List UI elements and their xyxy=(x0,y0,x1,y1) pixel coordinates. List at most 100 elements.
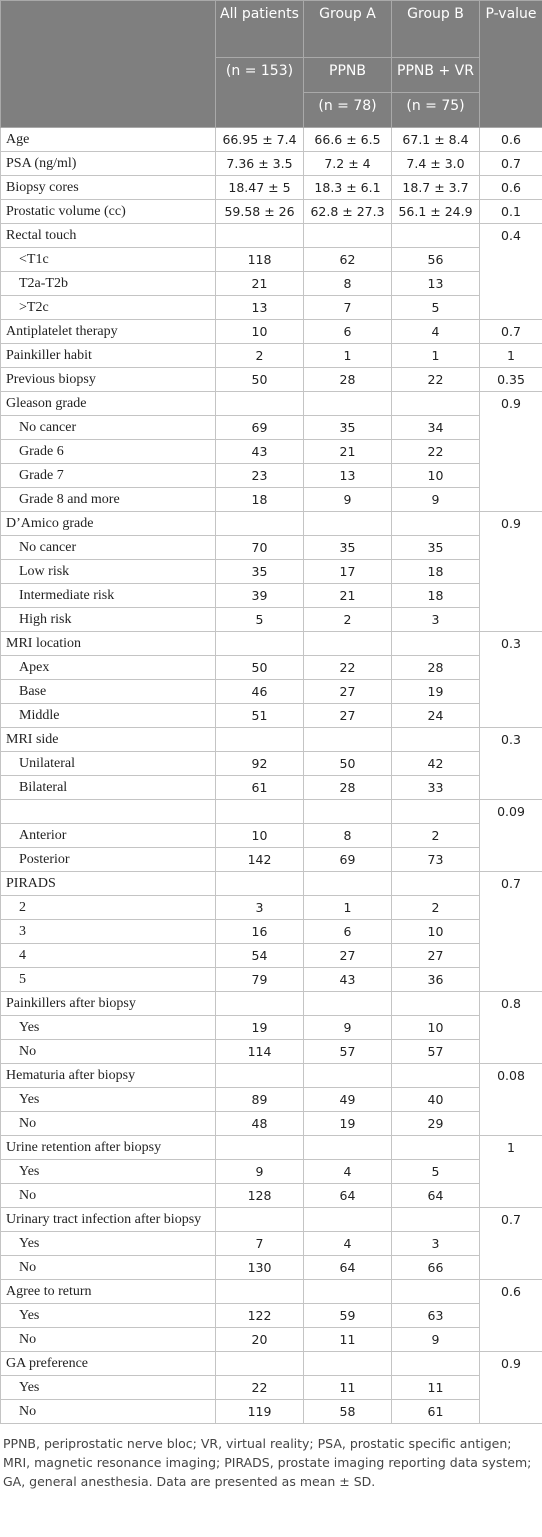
table-row: Yes 22 11 11 xyxy=(0,1375,542,1400)
header-cell: (n = 75) xyxy=(391,92,480,128)
value-cell xyxy=(215,1279,304,1304)
value-cell: 56 xyxy=(391,247,480,272)
value-cell: 2 xyxy=(391,895,480,920)
row-label: Low risk xyxy=(0,559,216,584)
value-cell xyxy=(215,511,304,536)
value-cell: 6 xyxy=(303,919,392,944)
table-row: Biopsy cores 18.47 ± 5 18.3 ± 6.1 18.7 ± 3.… xyxy=(0,175,542,200)
value-cell xyxy=(215,1351,304,1376)
row-label: Intermediate risk xyxy=(0,583,216,608)
table-row: Base 46 27 19 xyxy=(0,679,542,704)
table-row: No 130 64 66 xyxy=(0,1255,542,1280)
value-cell: 2 xyxy=(303,607,392,632)
p-value-cell: 0.9 xyxy=(479,1351,542,1424)
value-cell: 10 xyxy=(215,319,304,344)
value-cell: 10 xyxy=(391,463,480,488)
table-row: <T1c 118 62 56 xyxy=(0,247,542,272)
value-cell xyxy=(391,511,480,536)
value-cell: 11 xyxy=(391,1375,480,1400)
table-row: Yes 7 4 3 xyxy=(0,1231,542,1256)
value-cell: 7.4 ± 3.0 xyxy=(391,151,480,176)
row-label: Yes xyxy=(0,1015,216,1040)
value-cell: 2 xyxy=(391,823,480,848)
row-label: Middle xyxy=(0,703,216,728)
value-cell xyxy=(215,391,304,416)
row-label: Posterior xyxy=(0,847,216,872)
table-row: No 48 19 29 xyxy=(0,1111,542,1136)
value-cell: 13 xyxy=(391,271,480,296)
table-row: Agree to return 0.6 xyxy=(0,1279,542,1352)
value-cell: 19 xyxy=(303,1111,392,1136)
value-cell xyxy=(303,727,392,752)
value-cell xyxy=(303,1207,392,1232)
row-label: Painkiller habit xyxy=(0,343,216,368)
p-value-cell: 0.7 xyxy=(479,319,542,344)
value-cell xyxy=(215,991,304,1016)
value-cell: 39 xyxy=(215,583,304,608)
row-label: 4 xyxy=(0,943,216,968)
value-cell xyxy=(215,871,304,896)
value-cell: 1 xyxy=(303,895,392,920)
value-cell: 128 xyxy=(215,1183,304,1208)
table-row: Low risk 35 17 18 xyxy=(0,559,542,584)
p-value-cell: 0.8 xyxy=(479,991,542,1064)
value-cell: 22 xyxy=(215,1375,304,1400)
table-row: D’Amico grade 0.9 xyxy=(0,511,542,632)
row-label: 5 xyxy=(0,967,216,992)
table-row: 5 79 43 36 xyxy=(0,967,542,992)
value-cell xyxy=(391,1351,480,1376)
row-label: Yes xyxy=(0,1159,216,1184)
row-label: Gleason grade xyxy=(0,391,216,416)
value-cell xyxy=(391,727,480,752)
value-cell: 19 xyxy=(391,679,480,704)
value-cell: 40 xyxy=(391,1087,480,1112)
row-label: >T2c xyxy=(0,295,216,320)
row-label: Age xyxy=(0,127,216,152)
value-cell: 22 xyxy=(391,367,480,392)
value-cell: 62.8 ± 27.3 xyxy=(303,199,392,224)
value-cell: 42 xyxy=(391,751,480,776)
value-cell: 33 xyxy=(391,775,480,800)
value-cell: 5 xyxy=(391,295,480,320)
row-label: PIRADS xyxy=(0,871,216,896)
value-cell: 3 xyxy=(391,607,480,632)
row-label: D’Amico grade xyxy=(0,511,216,536)
row-label: Apex xyxy=(0,655,216,680)
row-label: Yes xyxy=(0,1303,216,1328)
value-cell: 114 xyxy=(215,1039,304,1064)
value-cell xyxy=(391,1063,480,1088)
p-value-cell: 0.6 xyxy=(479,127,542,152)
row-label: Urine retention after biopsy xyxy=(0,1135,216,1160)
value-cell: 43 xyxy=(303,967,392,992)
value-cell xyxy=(391,871,480,896)
table-row: Previous biopsy 50 28 22 0.35 xyxy=(0,367,542,392)
value-cell: 66.6 ± 6.5 xyxy=(303,127,392,152)
value-cell: 13 xyxy=(303,463,392,488)
value-cell xyxy=(215,727,304,752)
row-label: No xyxy=(0,1183,216,1208)
table-row: Middle 51 27 24 xyxy=(0,703,542,728)
table-row: Rectal touch 0.4 xyxy=(0,223,542,320)
value-cell: 8 xyxy=(303,271,392,296)
value-cell: 1 xyxy=(391,343,480,368)
value-cell: 59 xyxy=(303,1303,392,1328)
row-label: Prostatic volume (cc) xyxy=(0,199,216,224)
value-cell xyxy=(391,799,480,824)
table-row: 4 54 27 27 xyxy=(0,943,542,968)
value-cell: 27 xyxy=(303,703,392,728)
value-cell: 35 xyxy=(303,535,392,560)
value-cell: 18.3 ± 6.1 xyxy=(303,175,392,200)
value-cell: 50 xyxy=(215,655,304,680)
value-cell: 10 xyxy=(391,919,480,944)
row-label: GA preference xyxy=(0,1351,216,1376)
value-cell xyxy=(303,1279,392,1304)
value-cell: 28 xyxy=(391,655,480,680)
value-cell: 17 xyxy=(303,559,392,584)
value-cell: 18 xyxy=(391,583,480,608)
value-cell: 27 xyxy=(303,943,392,968)
value-cell: 24 xyxy=(391,703,480,728)
value-cell: 5 xyxy=(391,1159,480,1184)
value-cell xyxy=(215,631,304,656)
value-cell xyxy=(215,799,304,824)
value-cell: 50 xyxy=(215,367,304,392)
